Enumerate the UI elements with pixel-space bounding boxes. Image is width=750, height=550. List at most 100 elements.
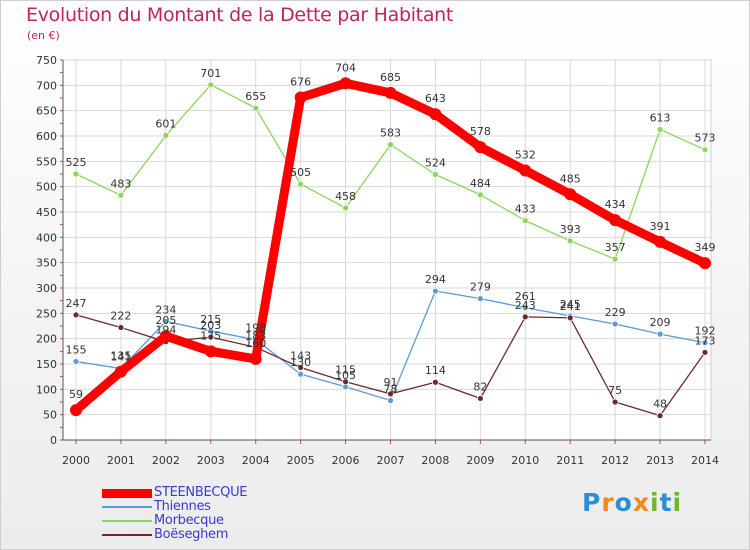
data-point (474, 141, 487, 154)
data-label: 78 (384, 382, 398, 395)
data-label: 192 (695, 325, 716, 338)
data-point (294, 91, 307, 104)
data-point (72, 170, 80, 178)
data-point (564, 188, 577, 201)
data-point (609, 214, 622, 227)
data-label: 483 (110, 177, 131, 190)
plot-area (62, 59, 712, 441)
data-point (521, 304, 529, 312)
data-point (611, 320, 619, 328)
data-label: 685 (380, 71, 401, 84)
data-point (701, 146, 709, 154)
data-label: 243 (515, 299, 536, 312)
data-label: 173 (695, 334, 716, 347)
x-tick-label: 2011 (556, 454, 584, 467)
y-tick-label: 0 (50, 434, 57, 447)
data-label: 583 (380, 127, 401, 140)
data-label: 643 (425, 92, 446, 105)
data-point (72, 311, 80, 319)
data-label: 245 (560, 298, 581, 311)
logo-letter: t (659, 488, 673, 517)
y-tick-label: 100 (36, 383, 57, 396)
data-label: 48 (653, 398, 667, 411)
data-label: 393 (560, 223, 581, 236)
data-label: 532 (515, 148, 536, 161)
y-tick-label: 450 (36, 206, 57, 219)
chart-title: Evolution du Montant de la Dette par Hab… (26, 4, 454, 26)
logo-letter: x (632, 488, 650, 517)
data-point (297, 180, 305, 188)
data-point (611, 255, 619, 263)
data-point (432, 287, 439, 295)
data-label: 234 (155, 303, 176, 316)
data-label: 222 (110, 310, 131, 323)
data-label: 135 (110, 350, 131, 363)
data-label: 143 (290, 350, 311, 363)
data-point (476, 295, 484, 303)
data-label: 704 (335, 61, 356, 74)
x-tick-label: 2006 (332, 454, 360, 467)
data-point (252, 104, 260, 112)
data-label: 601 (155, 117, 176, 130)
data-point (654, 235, 667, 248)
data-label: 115 (335, 364, 356, 377)
data-label: 82 (473, 380, 487, 393)
data-point (339, 77, 352, 90)
data-point (476, 191, 484, 199)
data-point (521, 313, 529, 321)
x-tick-label: 2012 (601, 454, 629, 467)
legend-item-boeseghem: Boëseghem (102, 527, 302, 542)
data-label: 203 (200, 319, 221, 332)
data-label: 215 (200, 313, 221, 326)
x-tick-label: 2007 (377, 454, 405, 467)
data-label: 676 (290, 75, 311, 88)
y-tick-label: 650 (36, 105, 57, 118)
x-tick-label: 2000 (62, 454, 90, 467)
data-point (656, 412, 664, 420)
data-label: 294 (425, 273, 446, 286)
data-point (342, 378, 349, 386)
data-point (207, 333, 215, 341)
data-point (387, 390, 394, 398)
logo-letter: o (614, 488, 633, 517)
data-label: 485 (560, 172, 581, 185)
data-label: 578 (470, 125, 491, 138)
data-label: 701 (200, 67, 221, 80)
legend-swatch (102, 520, 152, 522)
data-point (432, 378, 439, 386)
legend: STEENBECQUE Thiennes Morbecque Boëseghem (102, 485, 302, 542)
data-point (70, 404, 82, 417)
x-tick-label: 2005 (287, 454, 315, 467)
data-label: 484 (470, 177, 491, 190)
x-tick-label: 2014 (691, 454, 719, 467)
logo-letter: i (672, 488, 683, 517)
y-tick-label: 600 (36, 130, 57, 143)
y-tick-label: 700 (36, 79, 57, 92)
data-point (207, 81, 215, 89)
legend-label: Boëseghem (154, 527, 229, 542)
data-label: 573 (695, 132, 716, 145)
legend-label: STEENBECQUE (154, 485, 248, 500)
data-label: 160 (245, 337, 266, 350)
data-label: 261 (515, 290, 536, 303)
data-point (159, 330, 172, 343)
data-label: 241 (560, 300, 581, 313)
logo-letter: r (601, 488, 615, 517)
data-label: 75 (608, 384, 622, 397)
data-point (701, 348, 709, 356)
data-point (656, 126, 664, 133)
data-label: 205 (155, 314, 176, 327)
x-tick-label: 2001 (107, 454, 135, 467)
data-point (656, 330, 664, 338)
y-tick-label: 250 (36, 307, 57, 320)
data-label: 209 (650, 316, 671, 329)
data-label: 525 (66, 156, 87, 169)
x-tick-label: 2010 (511, 454, 539, 467)
data-label: 349 (695, 241, 716, 254)
data-label: 59 (69, 388, 83, 401)
data-label: 247 (66, 297, 87, 310)
data-label: 198 (245, 322, 266, 335)
data-label: 105 (335, 369, 356, 382)
data-point (204, 345, 217, 358)
